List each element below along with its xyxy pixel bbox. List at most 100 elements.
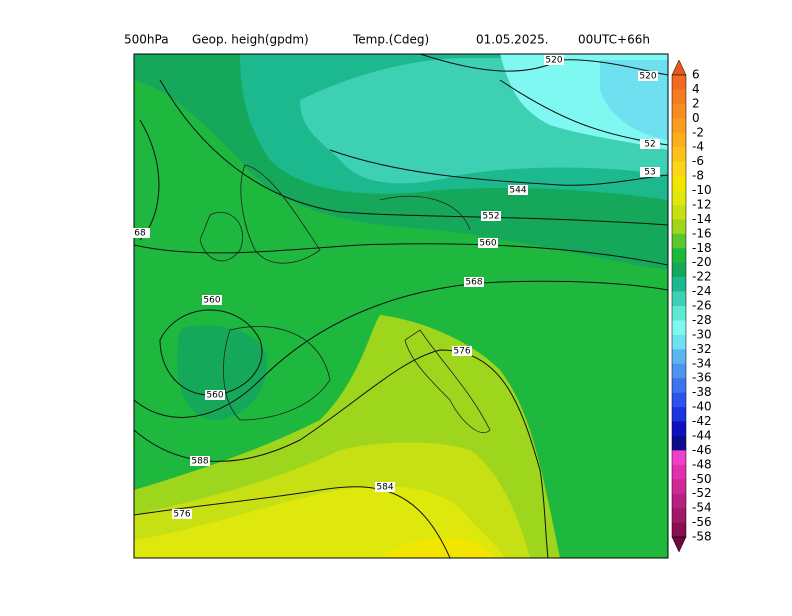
colorbar-label: -20 [692, 255, 712, 269]
colorbar-label: 2 [692, 96, 700, 110]
colorbar-label: -34 [692, 356, 712, 370]
colorbar-segment [672, 421, 686, 437]
colorbar-label: -6 [692, 154, 704, 168]
contour-label: 520 [545, 56, 562, 66]
contour-label-box [172, 509, 192, 519]
contour-label-box [481, 211, 501, 221]
contour-label: 576 [453, 347, 470, 357]
contour-label-box [640, 139, 660, 149]
colorbar-segment [672, 464, 686, 480]
colorbar-segment [672, 277, 686, 292]
colorbar-label: -28 [692, 313, 712, 327]
title-level: 500hPa [124, 33, 169, 47]
contour-label-box [478, 238, 498, 248]
height-contours [134, 54, 668, 558]
colorbar-segment [672, 435, 686, 451]
contour-label-box [375, 482, 395, 492]
colorbar-label: -48 [692, 457, 712, 471]
colorbar-label: -40 [692, 400, 712, 414]
colorbar-segment [672, 248, 686, 263]
map-frame [133, 53, 669, 559]
contour-label: 576 [173, 510, 190, 520]
colorbar-segment [672, 306, 686, 321]
colorbar-segment [672, 522, 686, 538]
colorbar-label: -32 [692, 342, 712, 356]
colorbar-segment [672, 147, 686, 162]
colorbar-label: -26 [692, 299, 712, 313]
contour-labels: 520 520 52 53 544 552 560 568 576 584 576 588 560 560… [130, 55, 660, 520]
colorbar-label: 4 [692, 82, 700, 96]
colorbar-label: -4 [692, 140, 704, 154]
colorbar-label: -8 [692, 169, 704, 183]
colorbar-segment [672, 190, 686, 206]
title-field: Temp.(Cdeg) [352, 33, 429, 47]
contour-label: 552 [482, 212, 499, 222]
colorbar-label: -30 [692, 327, 712, 341]
colorbar-segment [672, 118, 686, 134]
colorbar-label: 0 [692, 111, 700, 125]
colorbar-label: -2 [692, 125, 704, 139]
contour-label: 52 [644, 140, 655, 150]
colorbar-label: -14 [692, 212, 712, 226]
colorbar-label: -24 [692, 284, 712, 298]
contour-label-box [508, 185, 528, 195]
contour-label-box [130, 228, 150, 238]
colorbar-segment [672, 363, 686, 379]
colorbar-segment [672, 493, 686, 509]
colorbar-segment [672, 291, 686, 307]
colorbar-segment [672, 450, 686, 466]
colorbar-segment [672, 378, 686, 393]
contour-label-box [640, 167, 660, 177]
colorbar-label: -16 [692, 226, 712, 240]
contour-label-box [190, 456, 210, 466]
colorbar-segment [672, 334, 686, 350]
title-field: Geop. heigh(gpdm) [192, 33, 309, 47]
temp-field [380, 537, 495, 558]
colorbar-segment [672, 262, 686, 278]
colorbar-segment [672, 219, 686, 235]
colorbar-segment [672, 176, 686, 191]
colorbar-segment [672, 349, 686, 365]
contour-label-box [202, 295, 222, 305]
colorbar-label: -54 [692, 501, 712, 515]
colorbar: 6420-2-4-6-8-10-12-14-16-18-20-22-24-26-… [671, 59, 712, 553]
colorbar-segment [672, 320, 686, 336]
contour-label: 584 [376, 483, 393, 493]
contour-label-box [544, 55, 564, 65]
colorbar-label: -56 [692, 515, 712, 529]
colorbar-segment [672, 407, 686, 422]
temp-field [176, 325, 268, 420]
colorbar-label: 6 [692, 68, 700, 82]
title-date: 01.05.2025. [476, 33, 549, 47]
contour-label-box [464, 277, 484, 287]
colorbar-segment [672, 204, 686, 220]
colorbar-segment [672, 89, 686, 105]
colorbar-label: -58 [692, 530, 712, 544]
colorbar-segment [672, 479, 686, 494]
contour-label-box [638, 71, 658, 81]
map-area [134, 54, 668, 558]
colorbar-label: -18 [692, 241, 712, 255]
colorbar-label: -46 [692, 443, 712, 457]
contour-label: 53 [644, 168, 655, 178]
contour-label: 560 [203, 296, 220, 306]
colorbar-segment [672, 392, 686, 408]
contour-label: 560 [206, 391, 223, 401]
colorbar-label: -52 [692, 486, 712, 500]
colorbar-label: -50 [692, 472, 712, 486]
colorbar-segment [672, 161, 686, 177]
colorbar-frame [671, 74, 687, 538]
colorbar-label: -36 [692, 371, 712, 385]
colorbar-segment [672, 508, 686, 523]
contour-label: 568 [465, 278, 482, 288]
colorbar-label: -12 [692, 197, 712, 211]
contour-label: 68 [134, 229, 146, 239]
colorbar-label: -22 [692, 270, 712, 284]
contour-label: 520 [639, 72, 656, 82]
colorbar-segment [672, 103, 686, 119]
contour-label: 544 [509, 186, 526, 196]
contour-label: 560 [479, 239, 496, 249]
contour-label-box [452, 346, 472, 356]
colorbar-label: -44 [692, 428, 712, 442]
